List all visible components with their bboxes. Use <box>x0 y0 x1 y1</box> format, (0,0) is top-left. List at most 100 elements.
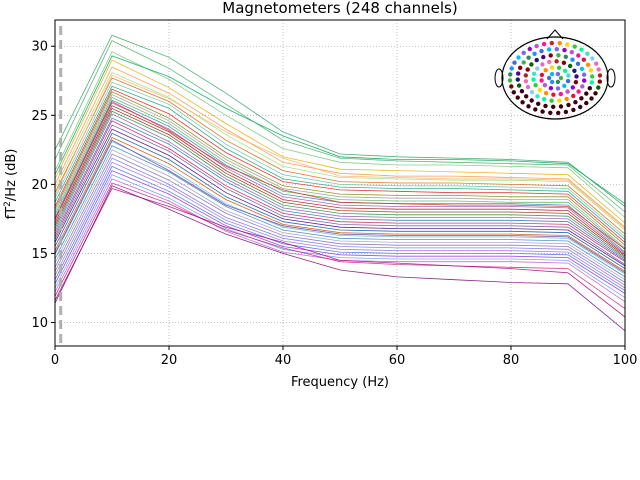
sensor-dot <box>558 91 563 97</box>
sensor-dot <box>527 46 532 52</box>
sensor-dot <box>572 68 577 74</box>
sensor-dot <box>570 57 575 62</box>
sensor-dot <box>558 75 564 81</box>
sensor-dot <box>549 71 555 77</box>
sensor-dot <box>543 103 548 109</box>
sensor-dot <box>546 47 552 52</box>
sensor-dot <box>542 83 548 88</box>
x-tick-label: 60 <box>389 353 406 368</box>
sensor-dot <box>562 68 568 74</box>
sensor-dot <box>541 54 546 60</box>
channel-line <box>54 161 626 289</box>
sensor-dot <box>593 91 598 96</box>
channel-line <box>54 91 626 246</box>
sensor-dot <box>531 71 537 77</box>
sensor-dot <box>541 41 547 47</box>
channel-line <box>54 153 626 283</box>
sensor-dot <box>596 67 601 72</box>
head-outline <box>501 36 609 120</box>
sensor-dot <box>563 109 569 115</box>
sensor-dot <box>515 95 520 100</box>
sensor-dot <box>548 53 553 58</box>
sensor-dot <box>579 47 584 52</box>
x-axis-ticks: 0 20 40 60 80 100 <box>51 346 637 368</box>
sensor-dot <box>556 110 561 116</box>
channel-line <box>54 105 626 256</box>
sensor-dot <box>511 90 516 95</box>
channel-line <box>54 85 626 240</box>
y-axis-label-unit: fT <box>4 207 19 220</box>
sensor-dot <box>597 79 602 84</box>
sensor-dot <box>520 100 525 105</box>
x-tick-label: 0 <box>51 353 59 368</box>
channel-line <box>54 185 626 332</box>
channel-line <box>54 188 626 318</box>
sensor-dot <box>531 77 536 82</box>
sensor-dot <box>597 73 603 78</box>
x-tick-label: 20 <box>161 353 178 368</box>
sensor-dot <box>543 68 548 73</box>
sensor-dot <box>542 97 547 102</box>
sensor-dot <box>548 86 554 91</box>
x-tick-label: 80 <box>503 353 520 368</box>
sensor-dot <box>594 61 599 66</box>
channel-line <box>54 165 626 292</box>
channel-line <box>54 157 626 286</box>
channel-line <box>54 136 626 272</box>
sensor-dot <box>564 96 569 102</box>
y-tick-label: 30 <box>31 40 48 55</box>
sensor-dot <box>529 98 534 103</box>
sensor-dot <box>547 59 552 65</box>
sensor-dot <box>540 109 545 114</box>
sensor-dot <box>556 65 562 71</box>
sensor-dot <box>508 72 513 77</box>
sensor-dot <box>534 43 539 49</box>
channel-line <box>54 74 626 229</box>
sensor-dot <box>507 78 513 83</box>
sensor-dot <box>581 57 586 62</box>
channel-line <box>54 139 626 274</box>
channel-line <box>54 145 626 278</box>
y-tick-label: 25 <box>31 109 48 124</box>
sensor-dot <box>525 84 531 90</box>
channel-line <box>54 66 626 228</box>
channel-line <box>54 113 626 260</box>
channel-line <box>54 59 626 224</box>
sensor-dot <box>566 102 571 108</box>
x-tick-label: 40 <box>275 353 292 368</box>
channel-line <box>54 55 626 205</box>
sensor-dot <box>521 60 526 65</box>
channel-line <box>54 102 626 254</box>
sensor-dot <box>516 83 522 88</box>
channel-line <box>54 34 626 207</box>
sensor-dot <box>581 72 587 77</box>
sensor-dot <box>525 67 530 72</box>
sensor-dot <box>555 71 561 77</box>
sensor-dot <box>548 110 553 116</box>
sensor-dot <box>521 50 526 56</box>
sensor-dot <box>562 83 567 89</box>
sensor-dot <box>565 89 570 94</box>
sensor-dot <box>584 91 589 96</box>
y-axis-label-rest: /Hz (dB) <box>4 149 19 201</box>
sensor-dot <box>582 78 587 83</box>
channel-line <box>54 117 626 261</box>
sensor-dot <box>557 41 562 46</box>
sensor-dot <box>585 51 590 56</box>
sensor-dot <box>539 78 544 83</box>
channel-line <box>54 100 626 250</box>
head-right-ear <box>606 68 616 88</box>
series-lines <box>54 34 626 332</box>
channel-line <box>54 77 626 235</box>
sensor-dot <box>549 65 555 70</box>
grid-lines <box>54 20 626 346</box>
sensor-dot <box>573 80 579 85</box>
sensor-dot <box>557 98 562 103</box>
sensor-dot <box>580 84 585 89</box>
sensor-dot <box>533 83 538 88</box>
sensor-dot <box>590 74 595 79</box>
sensor-dot <box>575 61 581 66</box>
sensor-layout-inset <box>494 29 616 120</box>
channel-line <box>54 88 626 243</box>
sensor-dot <box>578 104 583 110</box>
